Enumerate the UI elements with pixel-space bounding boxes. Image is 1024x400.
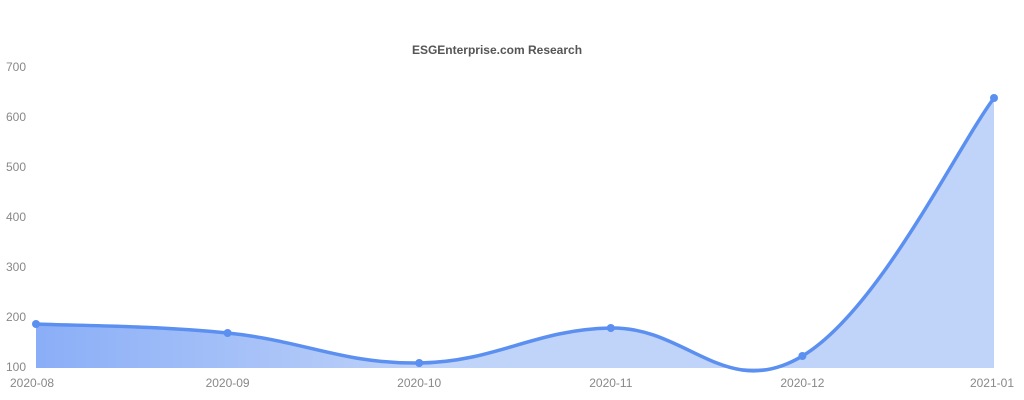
- x-tick-label: 2020-11: [589, 376, 632, 390]
- x-tick-label: 2020-10: [397, 376, 441, 390]
- x-tick-label: 2020-12: [780, 376, 824, 390]
- y-tick-label: 200: [6, 310, 26, 324]
- point: [990, 94, 998, 102]
- point: [606, 324, 615, 332]
- point: [415, 359, 424, 367]
- x-tick-label: 2020-09: [206, 376, 250, 390]
- point: [32, 320, 40, 328]
- point: [798, 352, 807, 360]
- x-tick-label: 2020-08: [10, 376, 54, 390]
- chart-title: ESGEnterprise.com Research: [412, 43, 582, 57]
- y-tick-label: 100: [6, 360, 26, 374]
- y-tick-label: 500: [6, 160, 26, 174]
- x-tick-label: 2021-01: [970, 376, 1014, 390]
- point: [223, 329, 232, 337]
- y-tick-label: 400: [6, 210, 26, 224]
- area: [36, 98, 994, 371]
- y-tick-label: 700: [6, 60, 26, 74]
- y-tick-label: 600: [6, 110, 26, 124]
- y-tick-label: 300: [6, 260, 26, 274]
